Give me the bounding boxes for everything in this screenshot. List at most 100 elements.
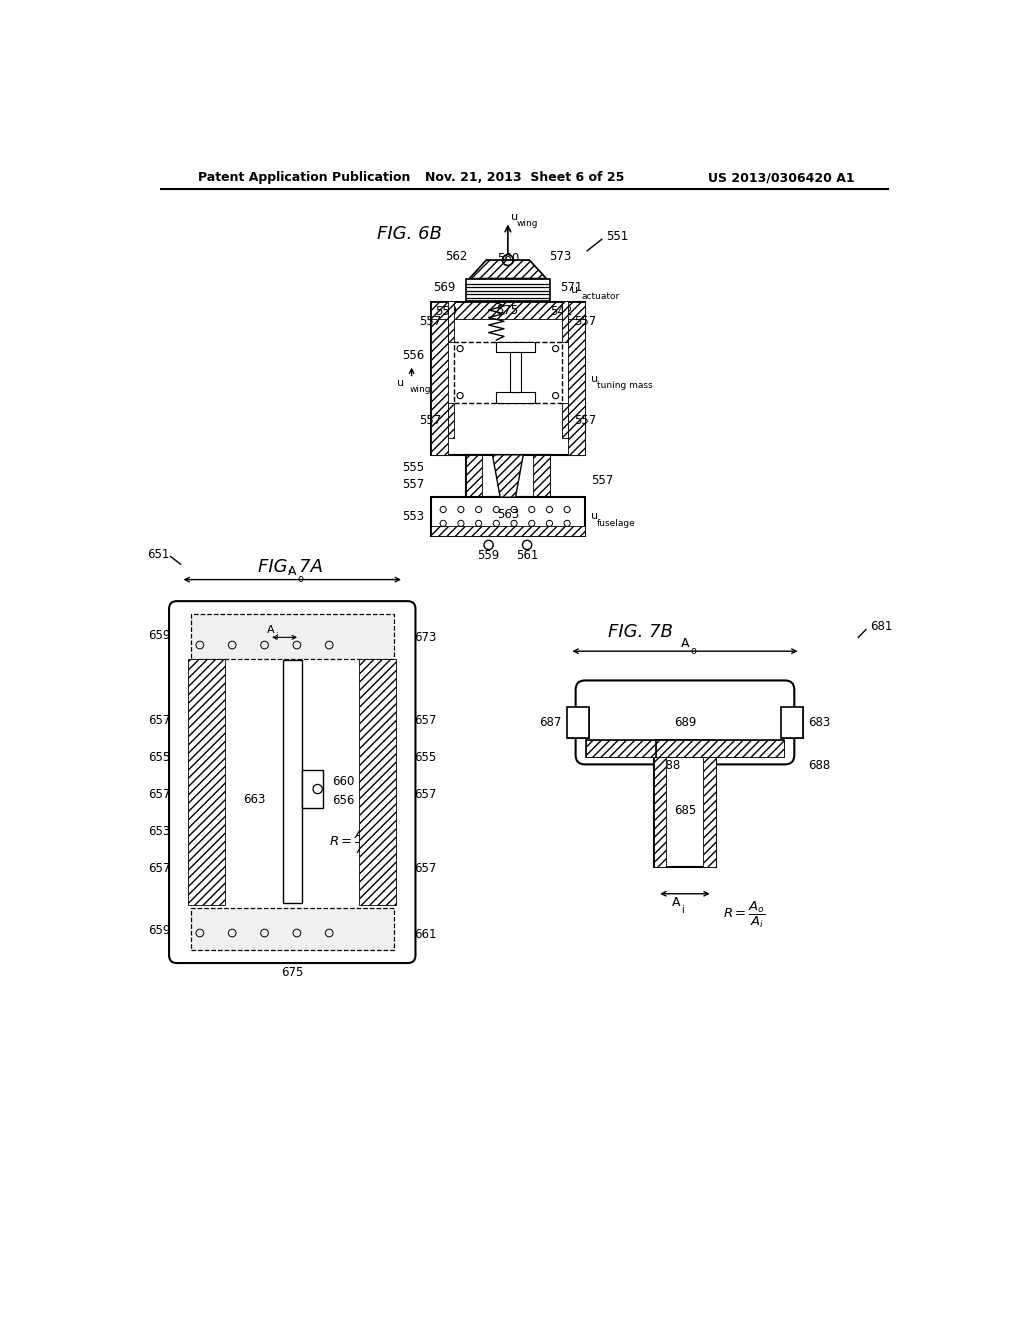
Bar [587, 739, 714, 756]
Text: 553: 553 [402, 510, 425, 523]
Text: 657: 657 [148, 714, 171, 727]
Text: Patent Application Publication: Patent Application Publication [198, 172, 410, 185]
Text: 551: 551 [606, 231, 629, 243]
Bar [359, 659, 396, 906]
Text: 688: 688 [809, 759, 830, 772]
Bar [510, 352, 521, 392]
Bar [447, 301, 454, 342]
Bar [562, 404, 568, 438]
Bar [283, 660, 301, 903]
Text: u: u [571, 285, 579, 296]
Text: 557: 557 [402, 478, 425, 491]
Text: FIG. 7A: FIG. 7A [258, 557, 323, 576]
Text: 573: 573 [549, 251, 571, 264]
Text: 575: 575 [497, 304, 518, 317]
Text: FIG. 7B: FIG. 7B [608, 623, 673, 642]
Text: 563: 563 [497, 508, 519, 520]
Text: A: A [672, 896, 680, 909]
Text: 673: 673 [414, 631, 436, 644]
Text: $R=\dfrac{A_o}{A_i}$: $R=\dfrac{A_o}{A_i}$ [330, 828, 372, 858]
Bar [466, 279, 550, 301]
Bar [188, 659, 225, 906]
Text: 659: 659 [148, 630, 171, 643]
Text: 656: 656 [333, 795, 354, 807]
Text: 681: 681 [869, 620, 892, 634]
Text: A: A [288, 565, 297, 578]
Text: 651: 651 [146, 548, 169, 561]
Bar [431, 498, 585, 536]
Text: Nov. 21, 2013  Sheet 6 of 25: Nov. 21, 2013 Sheet 6 of 25 [425, 172, 625, 185]
Bar [655, 739, 783, 756]
FancyBboxPatch shape [575, 681, 795, 764]
Text: b: b [507, 348, 514, 359]
Bar [567, 708, 589, 738]
Bar [466, 455, 550, 498]
Text: u: u [591, 511, 598, 521]
Text: 557: 557 [420, 314, 441, 327]
Text: i: i [681, 906, 684, 915]
Bar [431, 302, 585, 455]
Text: 562: 562 [444, 251, 467, 264]
Bar [534, 455, 550, 498]
Text: u: u [396, 378, 403, 388]
Bar [497, 392, 535, 404]
Text: 663: 663 [243, 793, 265, 807]
Bar [497, 392, 535, 404]
Text: 555: 555 [402, 461, 425, 474]
Text: actuator: actuator [582, 293, 620, 301]
Bar [562, 301, 568, 342]
Bar [654, 755, 667, 867]
Text: 685: 685 [674, 804, 696, 817]
Bar [447, 404, 454, 438]
Text: 560: 560 [497, 252, 519, 265]
Text: a: a [531, 363, 539, 372]
Text: o: o [690, 645, 696, 656]
Bar [568, 302, 585, 455]
Text: 659: 659 [148, 924, 171, 937]
Text: 689: 689 [674, 715, 696, 729]
FancyBboxPatch shape [169, 601, 416, 964]
Text: 559: 559 [477, 549, 500, 562]
Bar [190, 908, 394, 950]
Text: FIG. 6B: FIG. 6B [377, 224, 442, 243]
Bar [301, 770, 323, 808]
Text: 657: 657 [414, 788, 436, 801]
Bar [587, 739, 714, 756]
Bar [567, 708, 589, 738]
Bar [190, 614, 394, 659]
Text: 561: 561 [516, 549, 539, 562]
Text: $R=\dfrac{A_o}{A_i}$: $R=\dfrac{A_o}{A_i}$ [724, 900, 766, 931]
Text: o: o [298, 574, 303, 585]
Text: 683: 683 [808, 717, 830, 730]
Bar [454, 342, 562, 404]
Text: 688: 688 [658, 759, 681, 772]
Text: 569: 569 [433, 281, 456, 294]
Bar [781, 708, 803, 738]
Text: 675: 675 [281, 966, 303, 979]
Text: A: A [267, 624, 274, 635]
Text: 559: 559 [435, 305, 458, 318]
Bar [497, 342, 535, 352]
Text: 557: 557 [420, 414, 441, 428]
Bar [497, 342, 535, 352]
Polygon shape [493, 455, 523, 498]
Text: A: A [681, 638, 689, 649]
Bar [431, 527, 585, 536]
Text: 657: 657 [148, 788, 171, 801]
Text: 655: 655 [414, 751, 436, 764]
Bar [654, 755, 716, 867]
Text: u: u [511, 213, 518, 222]
Bar [466, 455, 482, 498]
Text: 657: 657 [148, 862, 171, 875]
Text: 687: 687 [540, 717, 562, 730]
Text: US 2013/0306420 A1: US 2013/0306420 A1 [708, 172, 854, 185]
Text: 657: 657 [414, 862, 436, 875]
Text: fuselage: fuselage [597, 519, 636, 528]
Bar [781, 708, 803, 738]
Bar [431, 302, 447, 455]
Text: 571: 571 [560, 281, 583, 294]
Bar [283, 660, 301, 903]
Text: 655: 655 [148, 751, 171, 764]
Text: 653: 653 [148, 825, 171, 838]
Text: 557: 557 [591, 474, 613, 487]
